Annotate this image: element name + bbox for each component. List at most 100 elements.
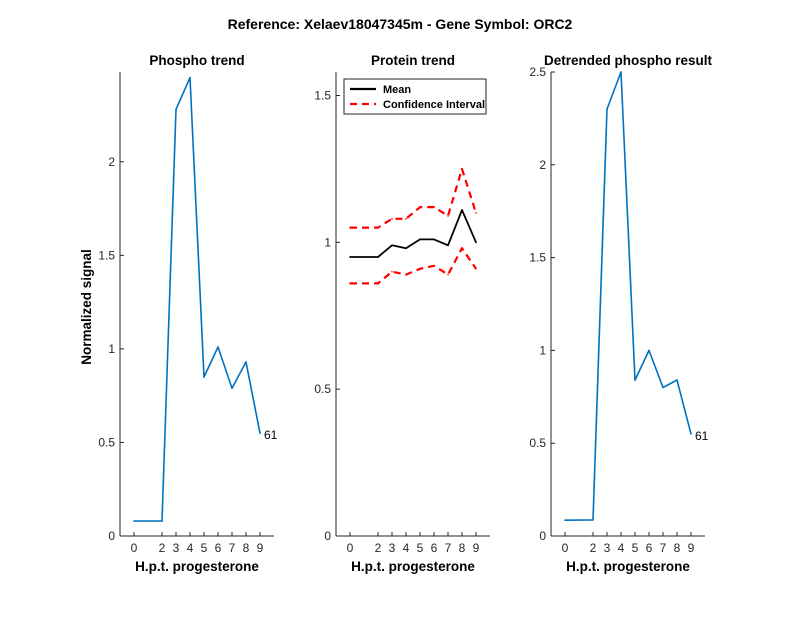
data-point xyxy=(245,361,247,363)
x-tick-label: 6 xyxy=(431,541,438,555)
data-point xyxy=(433,206,435,208)
y-tick-label: 0 xyxy=(108,529,115,543)
x-tick-label: 3 xyxy=(173,541,180,555)
subplot-title: Detrended phospho result xyxy=(544,53,713,68)
point-annotation: 61 xyxy=(695,429,709,443)
data-point xyxy=(461,209,463,211)
x-axis-label: H.p.t. progesterone xyxy=(566,559,690,574)
data-point xyxy=(391,270,393,273)
y-tick-label: 1.5 xyxy=(314,88,331,102)
phospho-line xyxy=(134,76,261,522)
legend: Mean Confidence Interval xyxy=(343,78,487,115)
y-tick-label: 0.5 xyxy=(98,435,115,449)
data-point xyxy=(161,520,163,522)
data-point xyxy=(405,273,407,276)
data-point xyxy=(133,520,135,522)
legend-label: Mean xyxy=(383,84,411,96)
data-point xyxy=(419,267,421,270)
x-tick-label: 4 xyxy=(403,541,410,555)
x-tick-label: 0 xyxy=(131,541,138,555)
data-point xyxy=(648,349,650,352)
x-axis-label: H.p.t. progesterone xyxy=(351,559,475,574)
data-point xyxy=(447,273,449,276)
y-tick-label: 0.5 xyxy=(314,382,331,396)
x-tick-label: 5 xyxy=(417,541,424,555)
x-tick-label: 5 xyxy=(632,541,639,555)
subplot-title: Protein trend xyxy=(371,53,455,68)
subplot-2: Protein trend 0 2 3 4 5 6 7 8 9 0 0.5 1 1.5 H.p.t. pro… xyxy=(314,53,490,574)
data-point xyxy=(405,247,407,250)
data-point xyxy=(419,238,421,241)
data-point xyxy=(349,226,351,229)
x-tick-label: 3 xyxy=(604,541,611,555)
data-point xyxy=(231,387,233,389)
data-point xyxy=(349,282,351,285)
phospho-line xyxy=(564,71,692,521)
x-tick-label: 7 xyxy=(445,541,452,555)
data-point xyxy=(690,433,692,435)
x-tick-label: 7 xyxy=(229,541,236,555)
data-point xyxy=(634,379,636,381)
y-tick-label: 1.5 xyxy=(529,251,546,265)
y-tick-label: 1 xyxy=(108,342,115,356)
y-tick-label: 0 xyxy=(539,529,546,543)
data-point xyxy=(564,519,566,522)
x-tick-label: 6 xyxy=(215,541,222,555)
x-tick-label: 6 xyxy=(646,541,653,555)
data-point xyxy=(461,247,463,250)
x-tick-label: 0 xyxy=(562,541,569,555)
data-point xyxy=(217,346,219,348)
data-point xyxy=(175,108,177,111)
data-point xyxy=(391,218,393,220)
data-point xyxy=(461,168,463,170)
y-tick-label: 1 xyxy=(539,343,546,357)
y-tick-label: 2.5 xyxy=(529,65,546,79)
ci-lower-line xyxy=(350,247,477,285)
data-point xyxy=(377,226,379,229)
y-axis-label: Normalized signal xyxy=(79,249,94,365)
x-axis-label: H.p.t. progesterone xyxy=(135,559,259,574)
data-point xyxy=(349,256,351,258)
ci-upper-line xyxy=(350,167,478,229)
x-tick-label: 9 xyxy=(473,541,480,555)
x-tick-label: 8 xyxy=(459,541,466,555)
x-tick-label: 7 xyxy=(660,541,667,555)
data-point xyxy=(405,218,407,220)
data-point xyxy=(259,432,261,434)
x-tick-label: 3 xyxy=(389,541,396,555)
y-tick-label: 0.5 xyxy=(529,436,546,450)
data-point xyxy=(662,386,664,389)
x-tick-label: 8 xyxy=(243,541,250,555)
data-point xyxy=(447,215,449,217)
data-point xyxy=(475,267,477,270)
figure-suptitle: Reference: Xelaev18047345m - Gene Symbol… xyxy=(228,16,573,32)
legend-box xyxy=(343,78,487,115)
data-point xyxy=(447,244,449,247)
x-tick-label: 2 xyxy=(375,541,382,555)
data-point xyxy=(377,282,379,285)
x-tick-label: 2 xyxy=(590,541,597,555)
x-tick-label: 4 xyxy=(618,541,625,555)
data-point xyxy=(606,108,608,110)
y-tick-label: 0 xyxy=(324,529,331,543)
data-point xyxy=(475,241,477,244)
subplot-title: Phospho trend xyxy=(149,53,244,68)
x-tick-label: 2 xyxy=(159,541,166,555)
data-point xyxy=(377,256,379,258)
y-tick-label: 1.5 xyxy=(98,248,115,262)
x-tick-label: 9 xyxy=(257,541,264,555)
data-point xyxy=(419,206,421,208)
point-annotation: 61 xyxy=(264,428,278,442)
x-tick-label: 9 xyxy=(688,541,695,555)
y-tick-label: 1 xyxy=(324,235,331,249)
data-point xyxy=(620,71,622,73)
mean-line xyxy=(350,209,477,258)
data-point xyxy=(391,244,393,247)
data-point xyxy=(433,265,435,267)
data-point xyxy=(676,379,678,381)
data-point xyxy=(592,519,594,521)
y-tick-label: 2 xyxy=(539,158,546,172)
